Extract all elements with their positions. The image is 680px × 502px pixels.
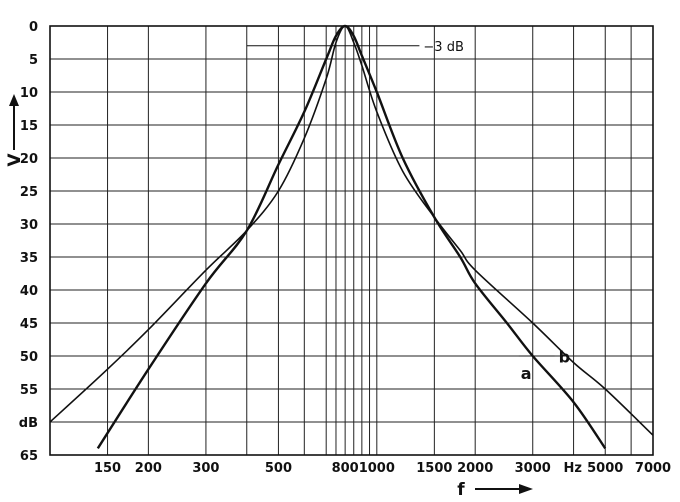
- minus-3db-label: −3 dB: [423, 40, 463, 55]
- y-tick-label-30: 30: [20, 218, 38, 233]
- series-a-label: a: [521, 364, 532, 383]
- curves: [49, 24, 654, 450]
- y-axis-title-group: V: [5, 94, 25, 167]
- y-tick-label-15: 15: [20, 119, 38, 134]
- minus-3db-annotation: −3 dB: [246, 40, 464, 55]
- y-tick-label-25: 25: [20, 185, 38, 200]
- y-tick-label-10: 10: [20, 86, 38, 101]
- x-tick-label-150: 150: [94, 461, 121, 476]
- series-a-line: [96, 24, 607, 450]
- y-tick-label-45: 45: [20, 317, 38, 332]
- x-tick-label-200: 200: [135, 461, 162, 476]
- y-tick-labels: 0 5 10 15 20 25 30 35 40 45 50 55 dB 65: [19, 20, 38, 464]
- y-tick-label-0: 0: [29, 20, 38, 35]
- y-tick-label-20: 20: [20, 152, 38, 167]
- series-b-label: b: [559, 348, 570, 367]
- y-tick-label-35: 35: [20, 251, 38, 266]
- series-b-line: [49, 25, 654, 436]
- x-axis-title: f: [457, 480, 465, 500]
- y-tick-label-55: 55: [20, 383, 38, 398]
- x-tick-label-5000: 5000: [587, 461, 623, 476]
- x-axis-arrow-head: [519, 484, 533, 494]
- x-tick-label-1000: 1000: [359, 461, 395, 476]
- x-tick-label-800: 800: [332, 461, 359, 476]
- x-axis-title-group: f: [457, 480, 533, 500]
- x-tick-label-300: 300: [192, 461, 219, 476]
- y-axis-title: V: [5, 153, 25, 167]
- x-tick-label-1500: 1500: [416, 461, 452, 476]
- x-tick-label-2000: 2000: [457, 461, 493, 476]
- x-tick-labels: 150 200 300 500 800 1000 1500 2000 3000 5000 7000 H…: [94, 461, 671, 476]
- y-tick-label-5: 5: [29, 53, 38, 68]
- x-unit-label: Hz: [564, 461, 582, 476]
- plot-frame: [49, 25, 654, 456]
- y-tick-label-40: 40: [20, 284, 38, 299]
- x-tick-label-500: 500: [265, 461, 292, 476]
- y-tick-label-65: 65: [20, 449, 38, 464]
- x-tick-label-7000: 7000: [635, 461, 671, 476]
- y-axis-arrow-head: [9, 94, 19, 106]
- x-tick-label-3000: 3000: [515, 461, 551, 476]
- y-tick-label-50: 50: [20, 350, 38, 365]
- y-tick-label-60: dB: [19, 416, 38, 431]
